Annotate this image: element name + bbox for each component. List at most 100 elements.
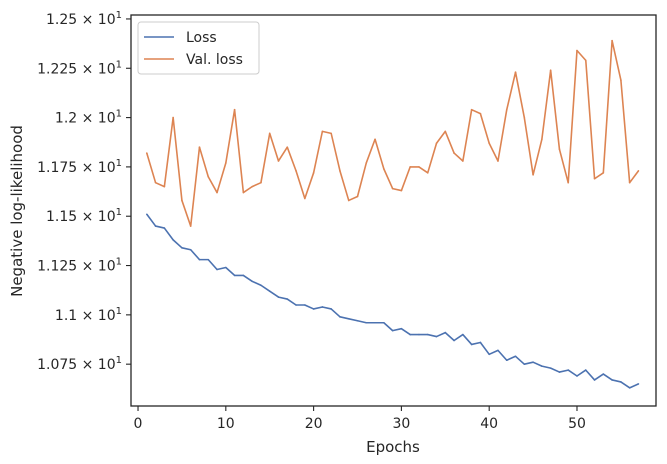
data-point-val-loss	[391, 187, 394, 190]
data-point-val-loss	[251, 185, 253, 188]
data-point-loss	[330, 308, 332, 310]
data-point-val-loss	[602, 172, 605, 174]
data-point-loss	[295, 304, 297, 306]
data-point-loss	[488, 353, 490, 356]
series-lines	[146, 39, 640, 389]
data-point-val-loss	[356, 195, 359, 198]
data-point-val-loss	[497, 160, 499, 162]
data-point-val-loss	[383, 168, 385, 170]
legend: Loss Val. loss	[137, 21, 260, 75]
data-point-val-loss	[207, 175, 210, 178]
data-point-loss	[453, 339, 455, 342]
data-point-loss	[321, 306, 324, 308]
data-point-val-loss	[330, 132, 332, 135]
data-point-loss	[198, 258, 201, 261]
data-point-loss	[637, 383, 640, 385]
data-point-loss	[541, 365, 543, 367]
data-point-loss	[365, 321, 368, 324]
data-point-val-loss	[374, 138, 376, 141]
data-point-loss	[163, 227, 166, 229]
data-point-val-loss	[514, 71, 517, 74]
data-point-val-loss	[154, 181, 157, 184]
data-point-loss	[356, 319, 359, 322]
data-point-val-loss	[479, 112, 482, 115]
data-point-loss	[312, 308, 315, 310]
data-point-loss	[172, 239, 174, 241]
data-point-val-loss	[576, 49, 578, 52]
data-point-val-loss	[260, 181, 262, 184]
x-tick-label: 20	[305, 416, 323, 432]
y-tick-label: 1.25 × 101	[46, 10, 122, 28]
data-point-loss	[549, 367, 552, 369]
data-point-val-loss	[532, 173, 534, 176]
legend-label-val-loss: Val. loss	[186, 52, 243, 68]
legend-box	[137, 21, 260, 75]
data-point-loss	[435, 335, 438, 338]
data-point-val-loss	[426, 172, 429, 174]
data-point-loss	[593, 379, 596, 381]
data-point-loss	[216, 268, 218, 271]
data-point-loss	[628, 387, 631, 389]
data-point-val-loss	[628, 181, 631, 184]
data-point-loss	[611, 379, 613, 381]
x-tick-label: 50	[568, 416, 586, 432]
data-point-loss	[602, 373, 605, 375]
data-point-loss	[277, 296, 280, 298]
data-point-loss	[418, 333, 420, 336]
data-point-val-loss	[505, 108, 508, 111]
data-point-loss	[268, 290, 271, 292]
data-point-loss	[146, 213, 148, 216]
data-point-loss	[400, 327, 403, 330]
data-point-loss	[470, 343, 473, 346]
data-point-val-loss	[189, 225, 192, 227]
data-point-val-loss	[409, 166, 411, 168]
x-axis-label: Epochs	[366, 438, 420, 456]
y-tick-label: 1.15 × 101	[46, 207, 122, 225]
data-point-val-loss	[146, 152, 148, 154]
data-point-val-loss	[347, 199, 350, 202]
data-point-val-loss	[181, 199, 183, 202]
y-tick-label: 1.225 × 101	[37, 59, 122, 77]
data-point-loss	[181, 246, 183, 249]
data-point-val-loss	[488, 142, 490, 145]
y-axis-ticks: 1.075 × 101 1.1 × 101 1.125 × 101 1.15 × 10…	[37, 10, 131, 373]
data-point-val-loss	[558, 148, 561, 150]
data-point-val-loss	[584, 59, 587, 62]
data-point-loss	[339, 316, 341, 318]
data-point-val-loss	[339, 170, 341, 172]
data-point-val-loss	[242, 191, 245, 194]
data-point-val-loss	[611, 39, 613, 42]
data-point-val-loss	[286, 146, 289, 148]
data-point-loss	[383, 321, 385, 324]
data-point-val-loss	[593, 177, 596, 180]
x-tick-label: 10	[217, 416, 235, 432]
data-point-loss	[347, 318, 350, 320]
data-point-loss	[523, 363, 526, 365]
x-axis-ticks: 0 10 20 30 40 50	[134, 406, 586, 432]
data-point-val-loss	[462, 160, 464, 162]
data-point-val-loss	[365, 162, 368, 164]
data-point-loss	[444, 331, 447, 334]
data-point-val-loss	[312, 172, 315, 174]
data-point-loss	[576, 375, 578, 377]
data-point-loss	[391, 329, 394, 332]
y-tick-label: 1.075 × 101	[37, 355, 122, 373]
data-point-val-loss	[304, 197, 306, 200]
data-point-val-loss	[277, 160, 280, 162]
data-point-val-loss	[172, 116, 174, 119]
data-point-val-loss	[268, 132, 271, 135]
data-point-loss	[374, 321, 376, 324]
data-point-val-loss	[541, 138, 543, 141]
data-point-val-loss	[620, 79, 622, 81]
data-point-val-loss	[225, 162, 227, 164]
data-point-loss	[584, 369, 587, 371]
data-point-loss	[462, 333, 464, 336]
data-point-loss	[251, 280, 253, 283]
data-point-loss	[154, 225, 157, 227]
data-point-val-loss	[549, 69, 552, 72]
data-point-loss	[479, 341, 482, 344]
data-point-loss	[409, 333, 411, 336]
data-point-loss	[567, 369, 570, 371]
data-point-loss	[514, 355, 517, 358]
